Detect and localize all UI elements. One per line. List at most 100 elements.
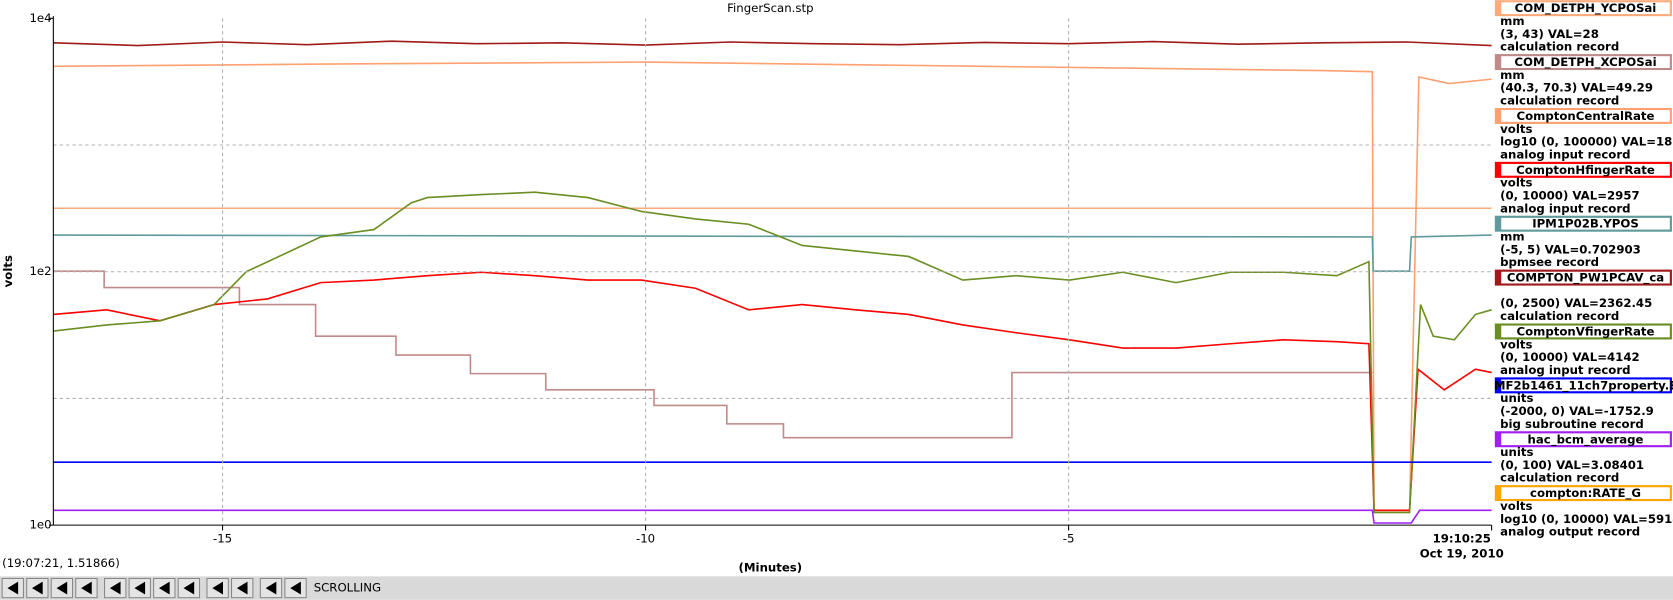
button-icon[interactable] (265, 581, 277, 595)
y-tick-label: 1e4 (29, 11, 51, 25)
toolbar-button[interactable] (177, 577, 201, 599)
toolbar-button[interactable] (206, 577, 229, 599)
toolbar-button[interactable] (50, 577, 74, 599)
legend-swatch[interactable] (1495, 432, 1502, 447)
button-icon[interactable] (158, 581, 170, 595)
series-line (53, 234, 1492, 272)
legend-swatch[interactable] (1495, 162, 1502, 177)
legend-name[interactable]: IPM1P02B.YPOS (1532, 217, 1639, 231)
legend-name[interactable]: COM_DETPH_XCPOSai (1514, 55, 1656, 70)
y-tick-label: 1e2 (29, 264, 51, 278)
button-icon[interactable] (134, 581, 146, 595)
button-icon[interactable] (290, 581, 301, 595)
axes: 1e0 1e2 1e4 -15 -10 -5 19:10:25 (29, 11, 1493, 546)
legend-units: mm (1500, 68, 1524, 82)
button-icon[interactable] (212, 581, 223, 595)
legend-units: mm (1500, 230, 1524, 244)
toolbar-button[interactable] (153, 577, 176, 599)
toolbar-button[interactable] (284, 577, 307, 599)
series-line (53, 270, 1373, 439)
series-line (53, 509, 1492, 524)
button-icon[interactable] (7, 581, 19, 595)
legend-info: (-5, 5) VAL=0.702903 (1500, 242, 1641, 256)
legend-swatch[interactable] (1495, 1, 1502, 16)
legend-record: analog input record (1500, 201, 1630, 215)
button-icon[interactable] (109, 581, 121, 595)
legend-info: (0, 100) VAL=3.08401 (1500, 458, 1644, 472)
x-tick-label: -10 (636, 532, 655, 546)
legend-units: volts (1500, 122, 1532, 136)
legend-info: (0, 10000) VAL=2957 (1500, 188, 1640, 202)
legend-units: units (1500, 445, 1533, 459)
toolbar-button[interactable] (75, 577, 98, 599)
cursor-readout: (19:07:21, 1.51866) (2, 556, 120, 570)
toolbar-button[interactable] (26, 577, 49, 599)
legend-name[interactable]: compton:RATE_G (1530, 486, 1641, 501)
legend-units: volts (1500, 176, 1532, 190)
legend-name[interactable]: COMPTON_PW1PCAV_ca (1507, 271, 1664, 286)
legend-units: mm (1500, 14, 1524, 28)
x-axis-label: (Minutes) (739, 560, 803, 574)
legend-name[interactable]: hac_bcm_average (1528, 432, 1644, 447)
legend-info: (3, 43) VAL=28 (1500, 27, 1599, 41)
y-axis-label: volts (1, 255, 15, 287)
legend-units: volts (1500, 499, 1532, 513)
button-icon[interactable] (236, 581, 248, 595)
x-tick-label: -5 (1063, 532, 1075, 546)
legend-swatch[interactable] (1495, 216, 1502, 231)
plot-area (53, 40, 1492, 524)
legend-record: analog output record (1500, 525, 1640, 539)
legend-info: (0, 10000) VAL=4142 (1500, 350, 1640, 364)
legend-info: log10 (0, 10000) VAL=5914 (1500, 512, 1673, 526)
legend-units: units (1500, 391, 1533, 405)
legend-name[interactable]: ComptonVfingerRate (1517, 325, 1655, 339)
legend-info: log10 (0, 100000) VAL=18333 (1500, 135, 1673, 149)
legend-record: big subroutine record (1500, 417, 1644, 431)
button-icon[interactable] (81, 581, 92, 595)
legend-swatch[interactable] (1495, 486, 1502, 501)
toolbar-button[interactable] (128, 577, 151, 599)
legend-record: analog input record (1500, 363, 1630, 377)
legend-record: calculation record (1500, 94, 1619, 108)
legend-units: volts (1500, 337, 1532, 351)
legend-name[interactable]: MF2b1461_11ch7property.E (1494, 378, 1673, 393)
toolbar-button[interactable] (104, 577, 127, 599)
button-icon[interactable] (32, 581, 43, 595)
x-tick-label: 19:10:25 (1433, 532, 1491, 546)
toolbar-button[interactable] (1, 577, 25, 599)
legend-swatch[interactable] (1495, 55, 1502, 70)
legend-record: analog input record (1500, 147, 1630, 161)
series-line (53, 40, 1492, 47)
mode-label: SCROLLING (314, 581, 381, 595)
toolbar-button[interactable] (230, 577, 254, 599)
series-line (53, 191, 1492, 514)
legend-swatch[interactable] (1495, 378, 1502, 393)
legend-info: (-2000, 0) VAL=-1752.9 (1500, 404, 1654, 418)
x-date-label: Oct 19, 2010 (1420, 546, 1504, 560)
legend-record: calculation record (1500, 309, 1619, 323)
toolbar-buttons (1, 577, 307, 599)
series-line (53, 61, 1492, 514)
legend-record: bpmsee record (1500, 255, 1599, 269)
toolbar (0, 576, 1673, 600)
legend-swatch[interactable] (1495, 324, 1502, 339)
x-tick-label: -15 (213, 532, 232, 546)
toolbar-button[interactable] (259, 577, 283, 599)
button-icon[interactable] (183, 581, 195, 595)
legend-name[interactable]: COM_DETPH_YCPOSai (1515, 1, 1657, 16)
legend-record: calculation record (1500, 40, 1619, 54)
legend-name[interactable]: ComptonHfingerRate (1516, 163, 1655, 177)
button-icon[interactable] (56, 581, 68, 595)
y-tick-label: 1e0 (29, 518, 51, 532)
legend-swatch[interactable] (1495, 270, 1502, 285)
legend-record: calculation record (1500, 471, 1619, 485)
legend-swatch[interactable] (1495, 109, 1502, 123)
legend-info: (0, 2500) VAL=2362.45 (1500, 296, 1652, 310)
legend-name[interactable]: ComptonCentralRate (1517, 109, 1655, 123)
chart-title: FingerScan.stp (727, 1, 813, 15)
legend-info: (40.3, 70.3) VAL=49.29 (1500, 81, 1653, 95)
